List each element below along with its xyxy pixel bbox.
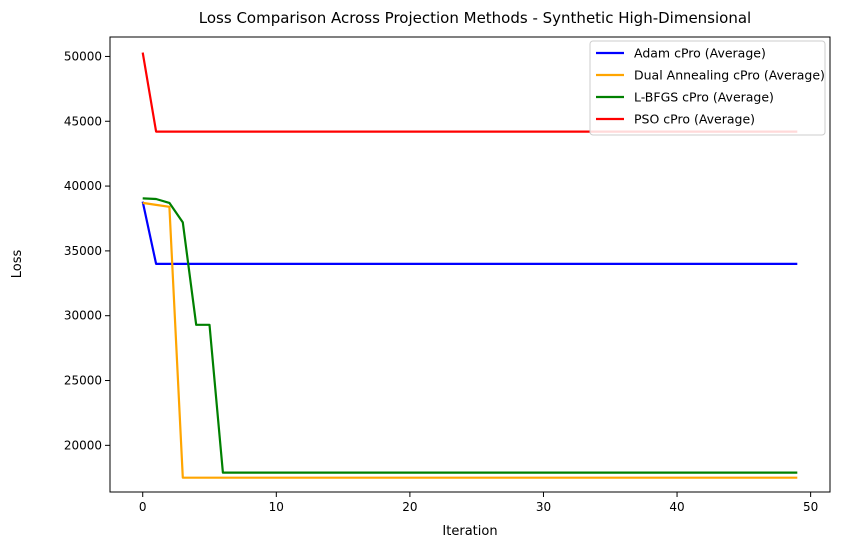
y-axis-label: Loss: [10, 250, 25, 279]
series-line-pso-cpro-average: [141, 52, 798, 133]
x-tick-label: 10: [269, 500, 284, 514]
x-axis-label: Iteration: [442, 524, 497, 539]
y-tick-label: 20000: [64, 438, 102, 452]
x-axis: 0 10 20 30 40 50: [139, 492, 818, 514]
y-tick-label: 40000: [64, 179, 102, 193]
y-tick-label: 35000: [64, 244, 102, 258]
series-line-dual-annealing-cpro-average: [142, 201, 798, 479]
legend: Adam cPro (Average) Dual Annealing cPro (…: [589, 40, 826, 136]
x-tick-label: 50: [803, 500, 818, 514]
x-tick-label: 0: [139, 500, 147, 514]
y-tick-label: 50000: [64, 49, 102, 63]
plot-frame: [109, 36, 831, 493]
series-line-adam-cpro-average: [141, 201, 798, 265]
legend-label: PSO cPro (Average): [634, 112, 755, 127]
y-tick-label: 30000: [64, 309, 102, 323]
y-tick-label: 25000: [64, 374, 102, 388]
x-tick-label: 40: [669, 500, 684, 514]
legend-label: Dual Annealing cPro (Average): [634, 68, 825, 83]
y-axis: 20000 25000 30000 35000 40000 45000 50000: [64, 49, 110, 452]
x-tick-label: 20: [402, 500, 417, 514]
series-line-l-bfgs-cpro-average: [142, 197, 798, 474]
chart-title: Loss Comparison Across Projection Method…: [199, 9, 751, 27]
y-tick-label: 45000: [64, 114, 102, 128]
plot-area: [141, 52, 798, 479]
x-tick-label: 30: [536, 500, 551, 514]
legend-box: [589, 40, 826, 136]
legend-label: Adam cPro (Average): [634, 46, 766, 61]
legend-label: L-BFGS cPro (Average): [634, 90, 774, 105]
